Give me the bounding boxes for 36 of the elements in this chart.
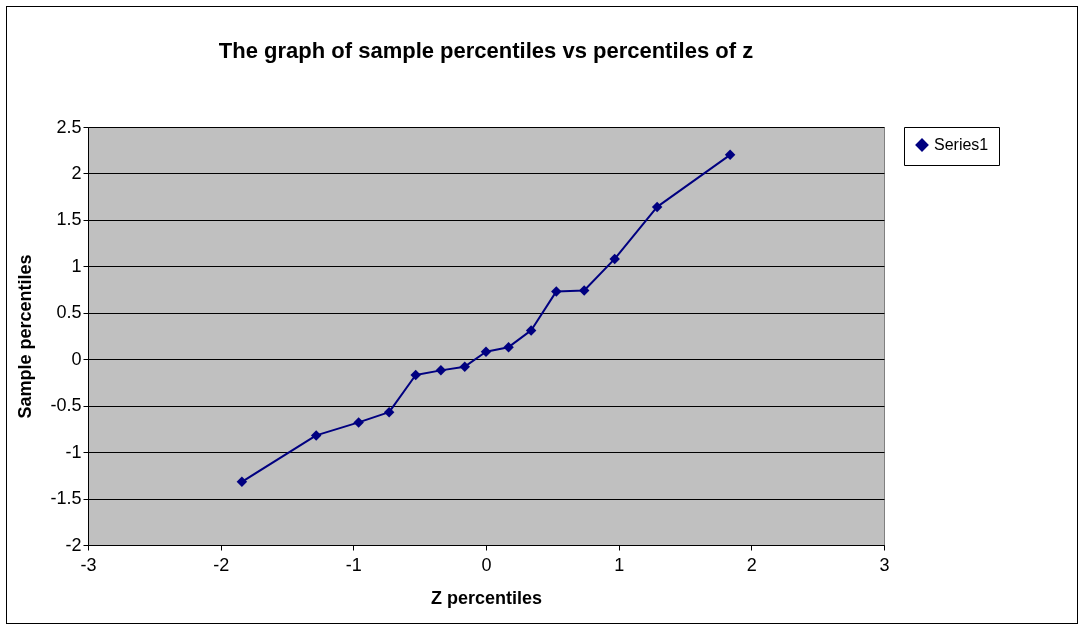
y-tick-label: 1.5 — [56, 209, 82, 230]
point — [459, 361, 471, 372]
point — [353, 417, 364, 428]
x-tick-label: 2 — [746, 554, 757, 575]
point — [578, 285, 590, 296]
point — [651, 201, 663, 213]
y-tick-label: -2 — [65, 534, 82, 555]
y-axis-title: Sample percentiles — [15, 254, 36, 419]
point — [551, 286, 562, 297]
legend-label: Series1 — [934, 136, 989, 153]
point — [383, 406, 395, 418]
y-tick-label: -1 — [65, 441, 82, 462]
point — [435, 365, 447, 376]
x-tick-label: -2 — [213, 554, 230, 575]
point — [503, 341, 514, 353]
point — [525, 325, 537, 336]
y-tick-label: 0 — [71, 348, 82, 369]
point — [410, 369, 421, 381]
x-tick-label: -3 — [80, 554, 97, 575]
x-axis-title: Z percentiles — [430, 587, 543, 608]
x-tick-label: -1 — [345, 554, 362, 575]
y-tick-label: -1.5 — [50, 488, 82, 509]
point — [724, 149, 736, 161]
point — [480, 346, 492, 358]
y-tick-label: 0.5 — [56, 302, 82, 323]
y-tick-label: -0.5 — [50, 395, 82, 416]
point — [236, 476, 248, 488]
point — [609, 253, 620, 265]
y-tick-label: 2.5 — [56, 116, 82, 137]
y-tick-label: 2 — [71, 162, 82, 183]
chart-title: The graph of sample percentiles vs percentiles of z — [218, 38, 754, 63]
x-tick-label: 0 — [481, 554, 492, 575]
point — [310, 430, 322, 441]
y-tick-label: 1 — [71, 255, 82, 276]
x-tick-label: 1 — [614, 554, 625, 575]
x-tick-label: 3 — [879, 554, 890, 575]
